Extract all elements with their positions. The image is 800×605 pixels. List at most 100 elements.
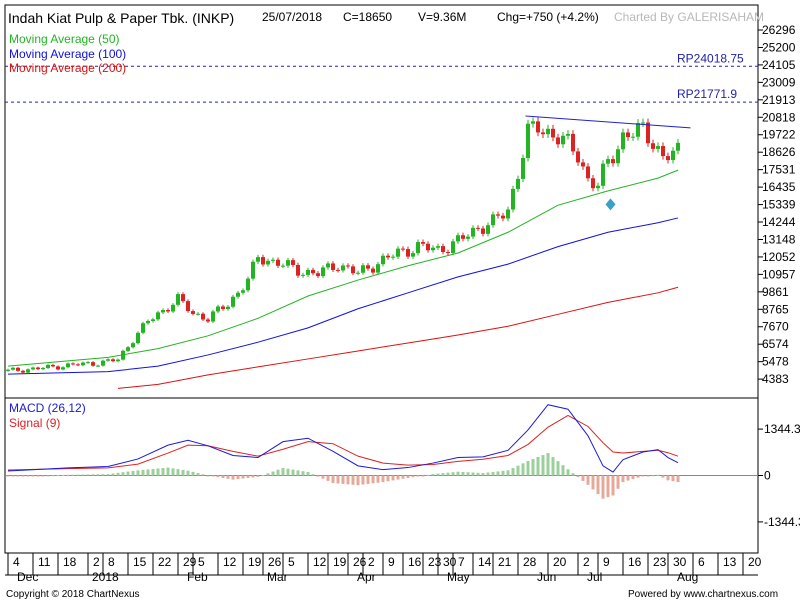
- histogram-bar: [586, 475, 590, 485]
- histogram-bar: [156, 468, 160, 476]
- histogram-bar: [366, 475, 370, 484]
- price-tick-label: 19722: [762, 128, 796, 142]
- x-day-label: 29: [183, 555, 197, 569]
- candle-body: [86, 362, 90, 364]
- x-month-label: Mar: [267, 570, 288, 584]
- candle-body: [26, 369, 30, 373]
- histogram-bar: [281, 467, 285, 476]
- candle-body: [106, 359, 110, 361]
- candle-body: [176, 294, 180, 305]
- histogram-bar: [591, 475, 595, 490]
- histogram-bar: [191, 471, 195, 476]
- histogram-bar: [476, 472, 480, 476]
- histogram-bar: [526, 461, 530, 476]
- x-month-label: Aug: [677, 570, 698, 584]
- candle-body: [671, 150, 675, 161]
- price-tick-label: 8765: [762, 302, 789, 316]
- histogram-bar: [226, 475, 230, 479]
- histogram-bar: [11, 475, 15, 477]
- histogram-bar: [426, 474, 430, 476]
- candle-body: [531, 121, 535, 124]
- histogram-bar: [56, 475, 60, 477]
- candle-body: [71, 363, 75, 365]
- x-day-label: 20: [748, 555, 762, 569]
- candle-body: [616, 149, 620, 164]
- moving-average-lines: [7, 169, 679, 389]
- x-day-label: 30: [443, 555, 457, 569]
- histogram-bar: [551, 457, 555, 476]
- candle-body: [571, 133, 575, 152]
- histogram-bar: [576, 475, 580, 478]
- candle-body: [311, 269, 315, 274]
- x-month-label: Jul: [587, 570, 602, 584]
- candle-body: [221, 306, 225, 310]
- candle-body: [6, 369, 10, 371]
- x-day-label: 18: [63, 555, 77, 569]
- candle-body: [676, 142, 680, 151]
- candle-body: [341, 265, 345, 271]
- histogram-bar: [166, 467, 170, 476]
- histogram-bar: [241, 475, 245, 479]
- histogram-bar: [491, 471, 495, 476]
- histogram-bar: [186, 470, 190, 476]
- candle-body: [376, 264, 380, 273]
- resistance-lines: RP24018.75 RP21771.9: [5, 51, 758, 103]
- histogram-bar: [261, 475, 265, 477]
- candle-body: [146, 321, 150, 324]
- histogram-bar: [496, 471, 500, 476]
- candle-body: [601, 163, 605, 186]
- price-tick-label: 14244: [762, 215, 796, 229]
- quote-date: 25/07/2018: [262, 10, 322, 24]
- candle-body: [46, 364, 50, 368]
- candle-body: [31, 367, 35, 370]
- price-tick-label: 17531: [762, 163, 796, 177]
- histogram-bar: [76, 474, 80, 476]
- candle-body: [156, 312, 160, 320]
- macd-line: [7, 404, 679, 473]
- candle-body: [181, 294, 185, 302]
- price-panel-frame: [4, 4, 759, 399]
- histogram-bar: [301, 471, 305, 476]
- histogram-bar: [566, 469, 570, 476]
- candle-body: [326, 263, 330, 268]
- candle-body: [216, 306, 220, 312]
- histogram-bar: [421, 475, 425, 477]
- candle-body: [321, 267, 325, 277]
- candle-body: [121, 350, 125, 360]
- candle-body: [111, 359, 115, 362]
- x-day-label: 13: [723, 555, 737, 569]
- histogram-bar: [161, 468, 165, 476]
- histogram-bar: [91, 474, 95, 476]
- candle-body: [636, 123, 640, 137]
- histogram-bar: [66, 474, 70, 476]
- macd-lines: [7, 404, 679, 473]
- price-tick-label: 26296: [762, 23, 796, 37]
- candle-body: [651, 143, 655, 149]
- histogram-bar: [381, 475, 385, 483]
- histogram-bar: [456, 471, 460, 476]
- histogram-bar: [321, 475, 325, 479]
- candle-body: [501, 215, 505, 219]
- histogram-bar: [561, 465, 565, 476]
- histogram-bar: [216, 475, 220, 478]
- histogram-bar: [336, 475, 340, 484]
- x-month-label: Jun: [537, 570, 556, 584]
- histogram-bar: [391, 475, 395, 481]
- histogram-bar: [16, 475, 20, 477]
- histogram-bar: [481, 473, 485, 476]
- legend-ma200: Moving Average (200): [9, 61, 126, 75]
- candle-body: [166, 310, 170, 312]
- candle-body: [361, 265, 365, 273]
- candle-body: [566, 133, 570, 136]
- x-day-label: 12: [223, 555, 237, 569]
- histogram-bar: [671, 475, 675, 482]
- histogram-bar: [291, 469, 295, 476]
- candle-body: [291, 260, 295, 266]
- histogram-bar: [141, 469, 145, 476]
- histogram-bar: [346, 475, 350, 485]
- candle-body: [431, 247, 435, 251]
- x-day-label: 14: [478, 555, 492, 569]
- candle-body: [186, 301, 190, 312]
- histogram-bar: [631, 475, 635, 480]
- histogram-bar: [371, 475, 375, 484]
